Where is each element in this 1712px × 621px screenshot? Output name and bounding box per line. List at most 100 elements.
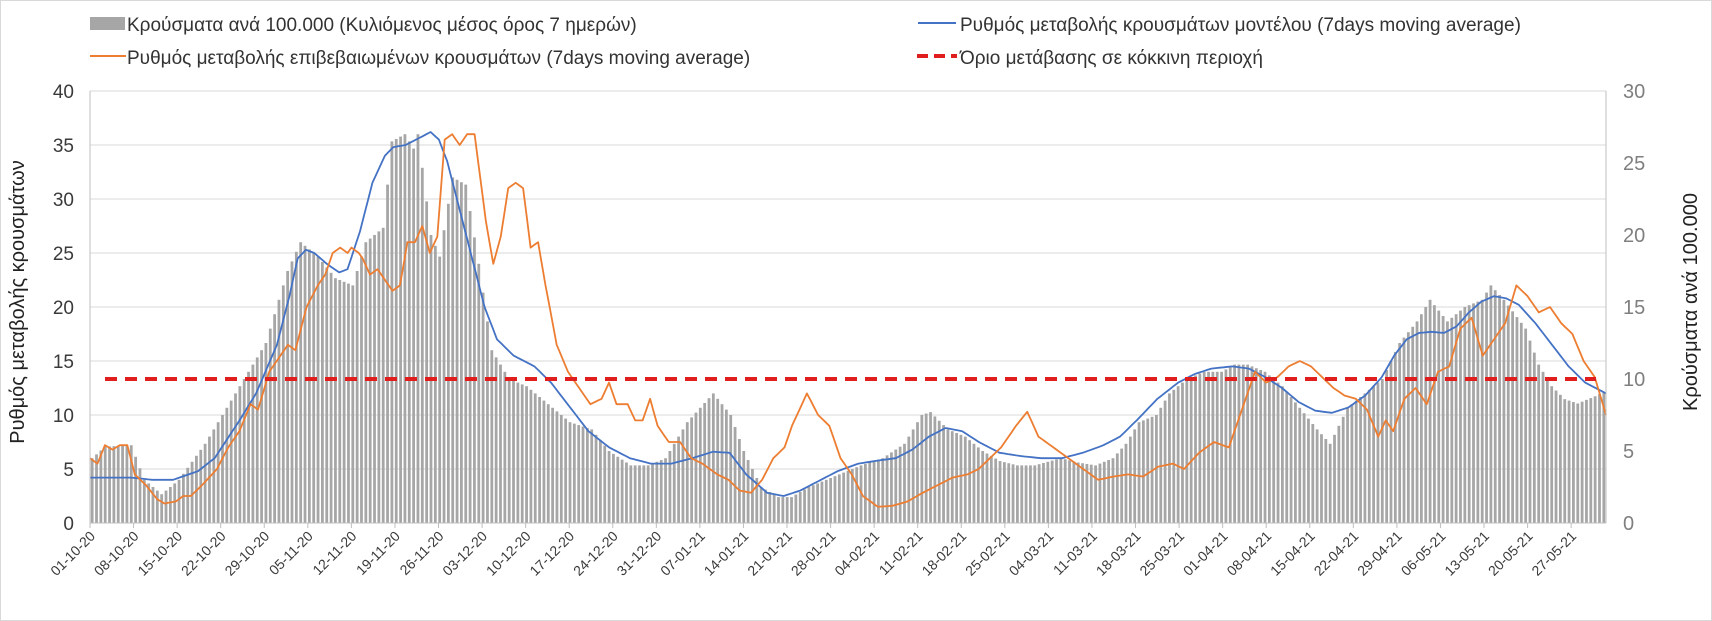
bar <box>590 429 594 523</box>
bar <box>1511 311 1514 523</box>
bar <box>1428 299 1432 523</box>
bar <box>807 487 811 523</box>
bar <box>399 136 402 523</box>
bar <box>677 436 680 523</box>
bar <box>90 458 94 523</box>
bar <box>216 422 220 523</box>
bar <box>1363 393 1367 523</box>
bar <box>551 407 555 523</box>
y-right-tick-25: 25 <box>1623 153 1645 175</box>
bar <box>742 451 746 523</box>
bar <box>168 487 172 523</box>
bar <box>1289 397 1293 523</box>
bar <box>920 415 924 523</box>
bar <box>155 490 159 523</box>
bar <box>1189 377 1193 523</box>
bar <box>1433 305 1436 523</box>
bar <box>1467 305 1471 523</box>
bar <box>572 423 576 523</box>
bar <box>481 292 485 523</box>
bar <box>538 397 541 523</box>
bar <box>321 262 324 523</box>
bar <box>268 328 272 523</box>
bar <box>142 479 146 523</box>
bar <box>1254 368 1258 523</box>
bar <box>972 443 976 523</box>
bar <box>837 474 841 523</box>
bar <box>924 413 928 523</box>
bar <box>1454 314 1458 523</box>
bar <box>533 393 537 523</box>
bar <box>794 494 798 523</box>
bar <box>768 492 772 523</box>
bar <box>1220 371 1223 523</box>
bar <box>338 280 342 523</box>
bar <box>1341 416 1345 523</box>
bar <box>877 459 880 523</box>
bar <box>425 201 429 523</box>
bar <box>1333 434 1336 523</box>
bar <box>108 446 111 523</box>
bar <box>342 281 346 523</box>
bar <box>1489 285 1493 523</box>
bar <box>642 465 646 523</box>
bar <box>781 497 785 523</box>
bar-series <box>90 134 1606 524</box>
bar <box>716 398 720 523</box>
bar <box>1176 386 1180 523</box>
y-left-tick-40: 40 <box>53 82 74 103</box>
bar <box>833 476 837 523</box>
bar <box>1376 382 1380 523</box>
bar <box>1050 460 1054 523</box>
bar <box>316 256 320 523</box>
bar <box>1406 332 1410 523</box>
bar <box>542 400 546 523</box>
bar <box>1120 448 1124 523</box>
bar <box>981 451 985 523</box>
bar <box>1250 366 1254 523</box>
bar <box>442 230 446 523</box>
bar <box>1398 343 1402 523</box>
bar <box>885 455 889 523</box>
bar <box>620 459 624 523</box>
bar <box>559 415 563 523</box>
bar <box>890 452 893 523</box>
bar <box>555 411 559 523</box>
bar <box>494 357 498 523</box>
bar <box>307 249 311 523</box>
bar <box>1076 462 1080 523</box>
bar <box>690 417 694 523</box>
bar <box>633 465 637 523</box>
bar <box>664 458 667 523</box>
bar <box>612 453 615 523</box>
bar <box>759 487 763 523</box>
bar <box>303 245 307 524</box>
bar <box>355 271 359 523</box>
bar <box>603 445 607 523</box>
bar <box>1307 418 1310 523</box>
bar <box>1081 463 1084 523</box>
bar <box>994 458 998 523</box>
bar <box>1168 393 1171 523</box>
bar <box>212 429 216 523</box>
bar <box>1042 463 1045 523</box>
bar <box>1007 463 1011 523</box>
bar <box>1194 375 1197 523</box>
bar <box>1459 310 1462 523</box>
bar <box>286 271 290 523</box>
bar <box>1311 424 1315 523</box>
bar <box>1598 394 1601 523</box>
bar <box>438 256 442 523</box>
bar <box>720 404 724 523</box>
bar <box>933 416 937 523</box>
bar <box>916 422 919 523</box>
y-left-tick-20: 20 <box>53 298 74 319</box>
bar <box>208 436 211 523</box>
bar <box>464 184 468 523</box>
y-right-tick-20: 20 <box>1623 225 1645 247</box>
bar <box>477 263 481 523</box>
bar <box>103 446 107 523</box>
bar <box>1354 400 1358 523</box>
bar <box>998 461 1002 523</box>
bar <box>863 463 867 523</box>
